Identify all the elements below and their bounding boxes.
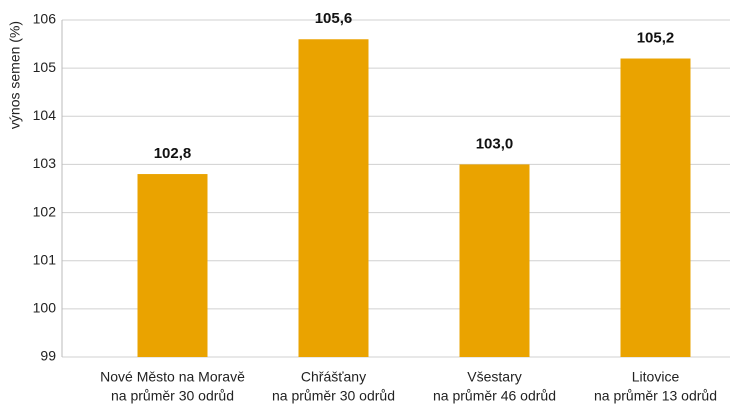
value-label: 103,0 (476, 135, 514, 152)
y-tick-label: 105 (33, 59, 57, 75)
y-tick-label: 106 (33, 11, 57, 27)
x-tick-label: Nové Město na Moravě (100, 369, 245, 385)
bar (459, 164, 530, 357)
y-tick-label: 104 (33, 107, 57, 123)
x-tick-label: Všestary (467, 369, 521, 385)
y-axis-label: výnos semen (%) (7, 21, 23, 129)
x-tick-label: na průměr 30 odrůd (272, 388, 395, 404)
y-tick-label: 103 (33, 155, 57, 171)
y-tick-label: 101 (33, 251, 57, 267)
bar (620, 58, 691, 358)
x-tick-label: na průměr 46 odrůd (433, 388, 556, 404)
bar (137, 174, 208, 357)
value-label: 105,2 (637, 29, 675, 46)
value-label: 102,8 (154, 145, 192, 162)
y-tick-label: 102 (33, 203, 57, 219)
x-tick-label: Litovice (632, 369, 680, 385)
x-tick-label: na průměr 30 odrůd (111, 388, 234, 404)
value-label: 105,6 (315, 10, 353, 27)
x-tick-label: Chřášťany (301, 369, 366, 385)
y-tick-label: 99 (40, 348, 56, 364)
bar (298, 39, 369, 357)
x-tick-label: na průměr 13 odrůd (594, 388, 717, 404)
y-tick-label: 100 (33, 300, 57, 316)
